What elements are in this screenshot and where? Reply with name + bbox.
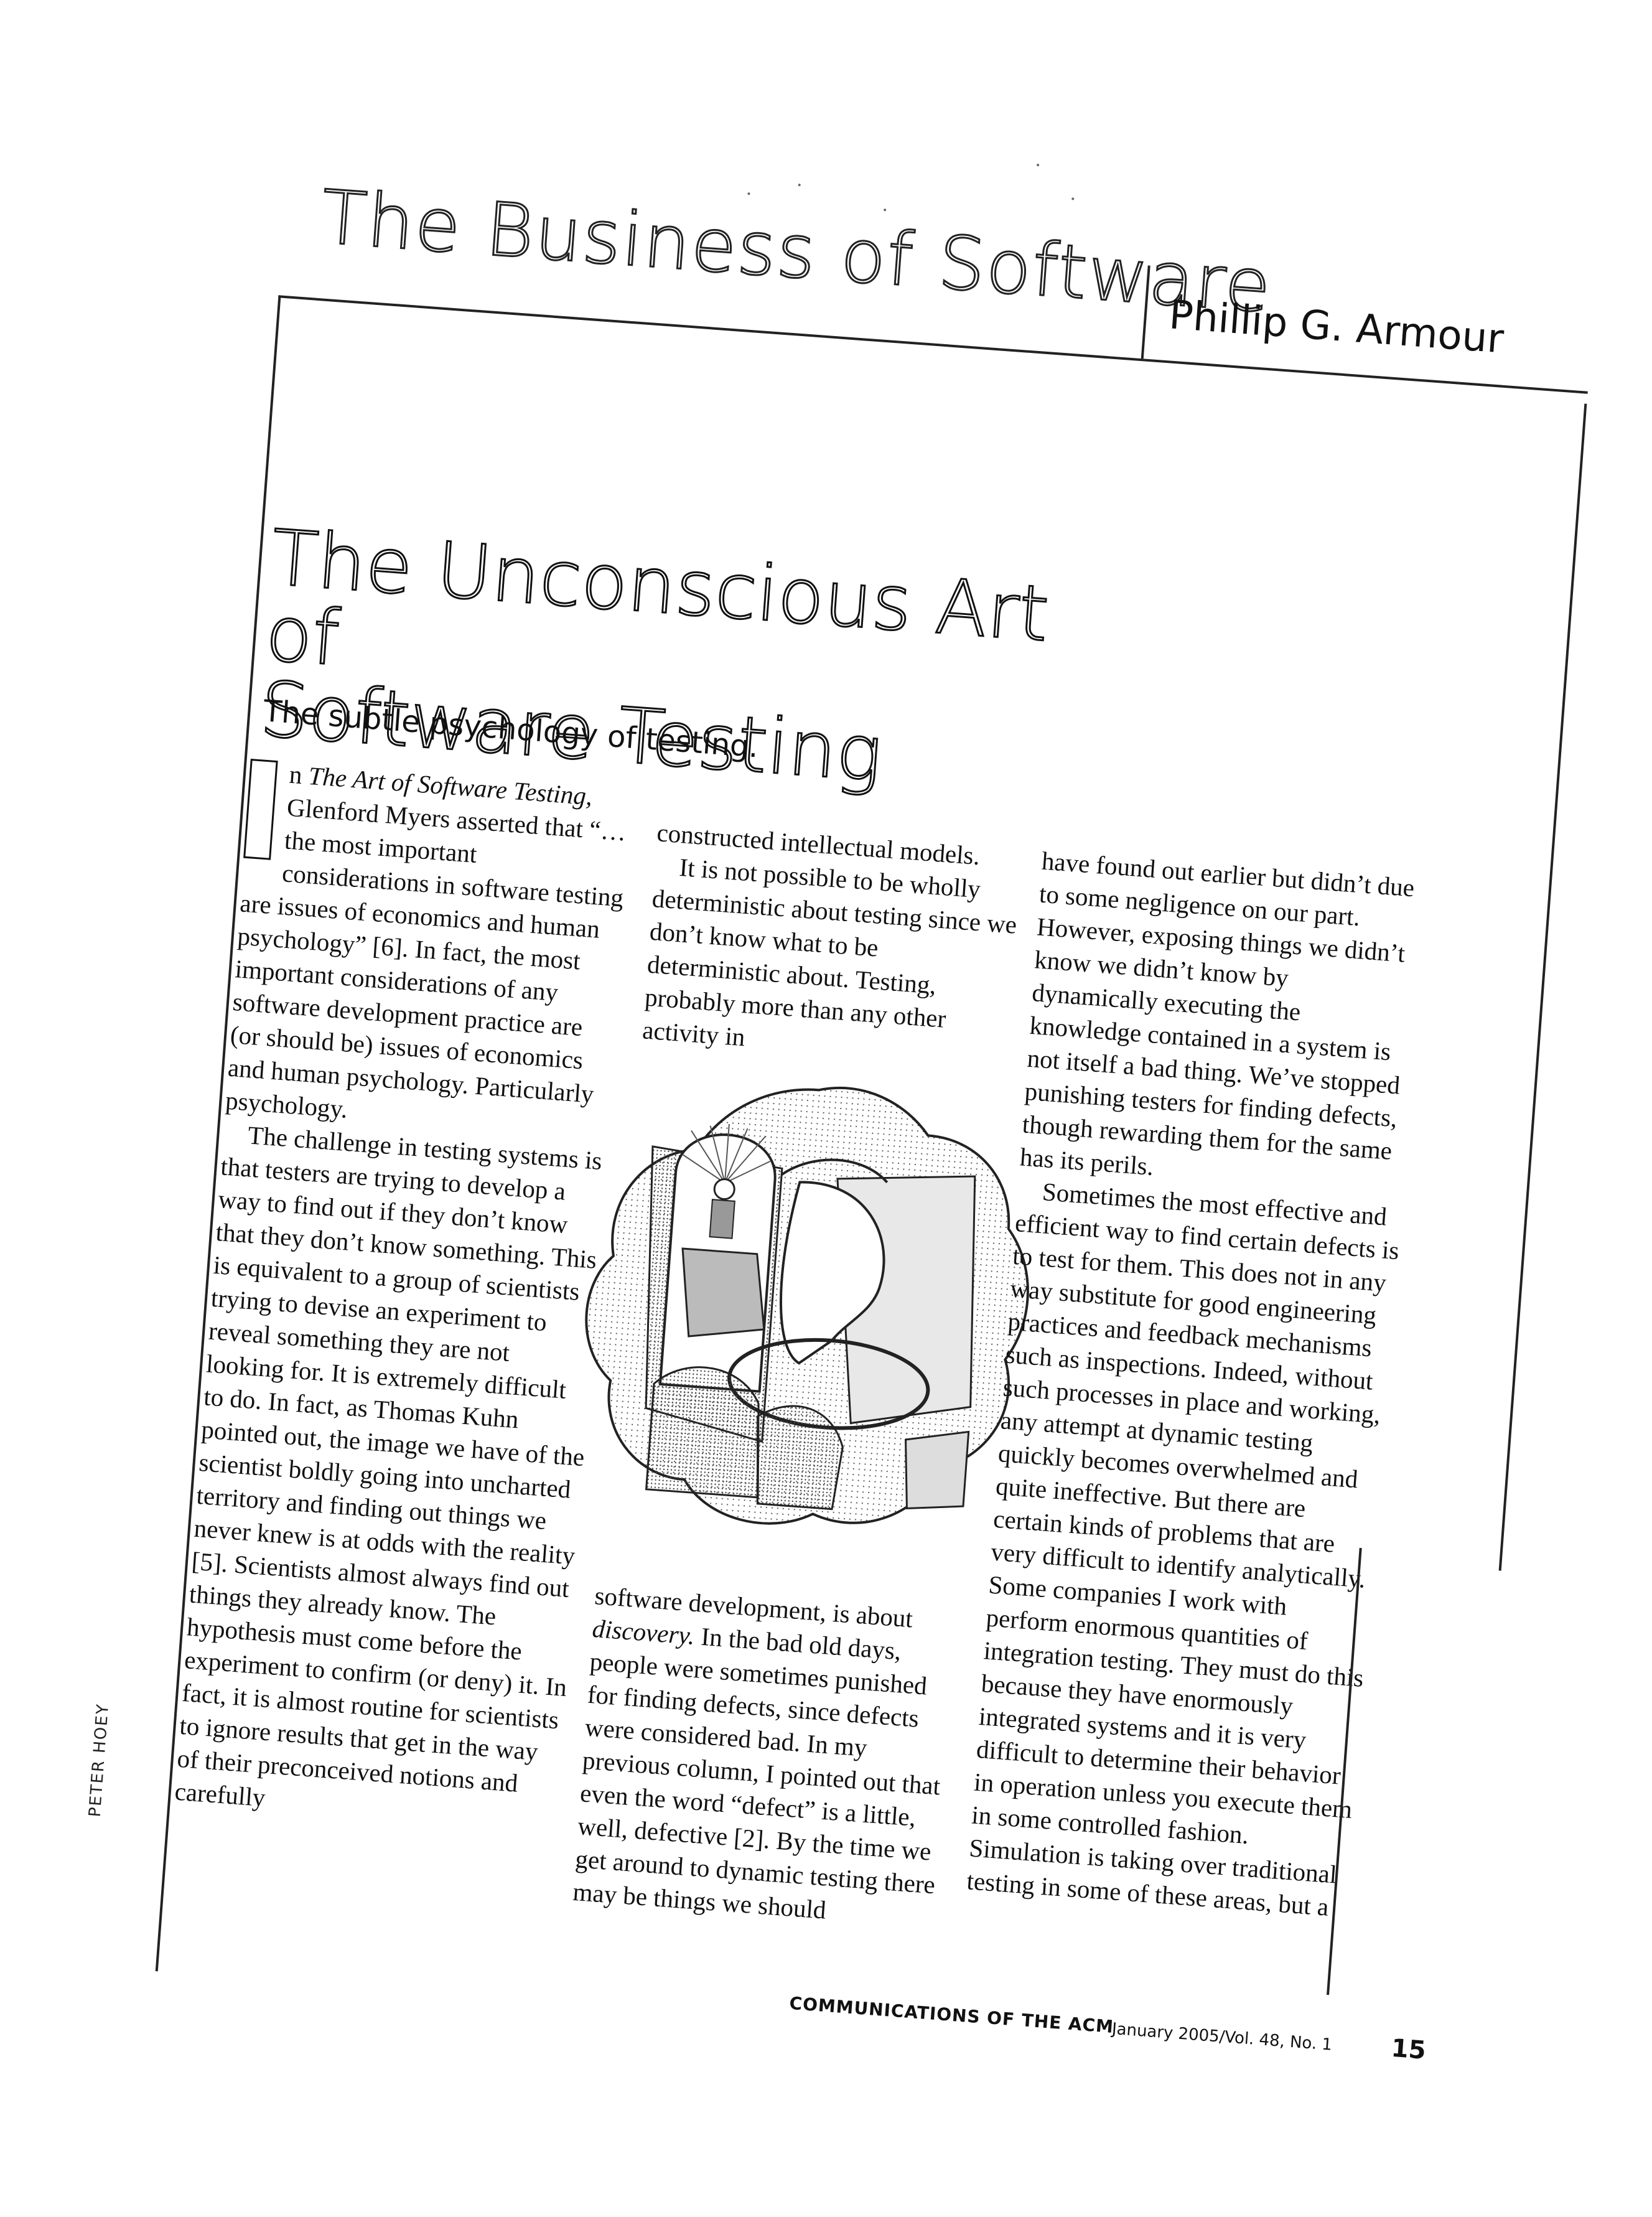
- article-column-2-bottom: software development, is about discovery…: [572, 1579, 968, 1936]
- paragraph: It is not possible to be wholly determin…: [641, 852, 1018, 1052]
- driver-hand: [756, 1405, 844, 1511]
- article-column-2-top: constructed intellectual models. It is n…: [642, 816, 1025, 1073]
- illustration-art: [585, 1086, 1029, 1525]
- paragraph: Sometimes the most effective and efficie…: [966, 1177, 1401, 1921]
- driver-face: [779, 1181, 885, 1365]
- footer-publication: COMMUNICATIONS OF THE ACM: [788, 1992, 1115, 2038]
- text-run: Glenford Myers asserted that “…the most …: [224, 792, 628, 1123]
- figure-head: [713, 1178, 735, 1201]
- author-name: Phillip G. Armour: [1167, 292, 1506, 363]
- scan-speck: [747, 192, 750, 195]
- footer-issue: January 2005/Vol. 48, No. 1: [1111, 2019, 1333, 2055]
- illustration: [550, 1054, 1057, 1561]
- paragraph: have found out earlier but didn’t due to…: [1019, 846, 1416, 1181]
- paragraph: In The Art of Software Testing, Glenford…: [225, 755, 636, 1145]
- text-run: n: [288, 759, 310, 790]
- driver-shoulder: [645, 1366, 760, 1499]
- ray-lines: [683, 1123, 771, 1184]
- scan-speck: [798, 183, 801, 187]
- text-run: In the bad old days, people were sometim…: [572, 1621, 941, 1924]
- scan-speck: [1036, 163, 1040, 167]
- dashboard: [904, 1430, 970, 1510]
- paragraph: The challenge in testing systems is that…: [174, 1120, 604, 1812]
- emphasis: discovery.: [591, 1614, 696, 1651]
- scan-speck: [1071, 197, 1075, 200]
- scan-speck: [883, 209, 887, 212]
- page-number: 15: [1390, 2033, 1427, 2065]
- illustration-credit: PETER HOEY: [85, 1702, 113, 1818]
- figure-body: [709, 1199, 735, 1239]
- section-title: The Business of Software: [317, 173, 1276, 330]
- podium-box: [681, 1247, 765, 1338]
- article-column-3: have found out earlier but didn’t due to…: [966, 845, 1428, 1926]
- frame-rule-right: [1498, 403, 1587, 1571]
- drop-cap: I: [243, 759, 278, 860]
- paragraph: software development, is about discovery…: [572, 1579, 968, 1936]
- driver-hair: [781, 1158, 889, 1184]
